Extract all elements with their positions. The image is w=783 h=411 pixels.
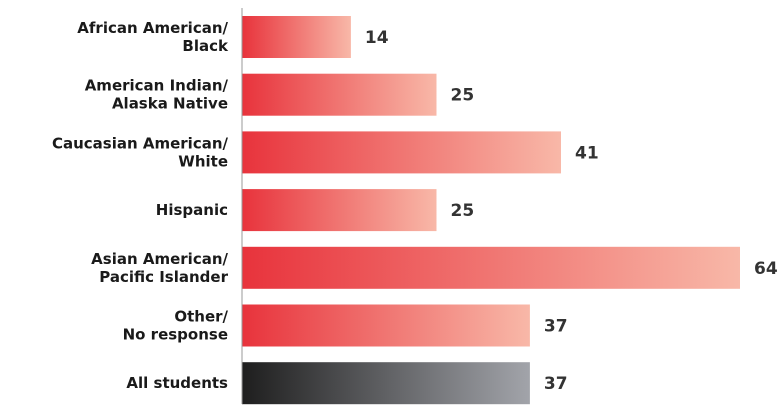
- value-label-3: 25: [451, 201, 475, 221]
- value-label-5: 37: [544, 317, 568, 337]
- category-label-1: American Indian/Alaska Native: [85, 77, 229, 113]
- bar-3: [242, 189, 437, 232]
- category-label-2: Caucasian American/White: [52, 134, 229, 170]
- value-label-4: 64: [754, 259, 778, 279]
- category-label-5: Other/No response: [123, 308, 229, 344]
- bar-1: [242, 73, 437, 116]
- bar-0: [242, 16, 351, 58]
- category-label-3: Hispanic: [156, 201, 228, 219]
- value-label-6: 37: [544, 374, 568, 394]
- bar-all-students: [242, 362, 530, 405]
- value-label-1: 25: [451, 86, 475, 106]
- value-label-2: 41: [575, 143, 599, 163]
- value-label-0: 14: [365, 28, 389, 48]
- category-label-6: All students: [126, 374, 228, 392]
- category-label-0: African American/Black: [77, 19, 229, 55]
- bar-5: [242, 304, 530, 347]
- category-label-4: Asian American/Pacific Islander: [91, 250, 228, 286]
- bar-4: [242, 246, 740, 289]
- bar-2: [242, 131, 561, 174]
